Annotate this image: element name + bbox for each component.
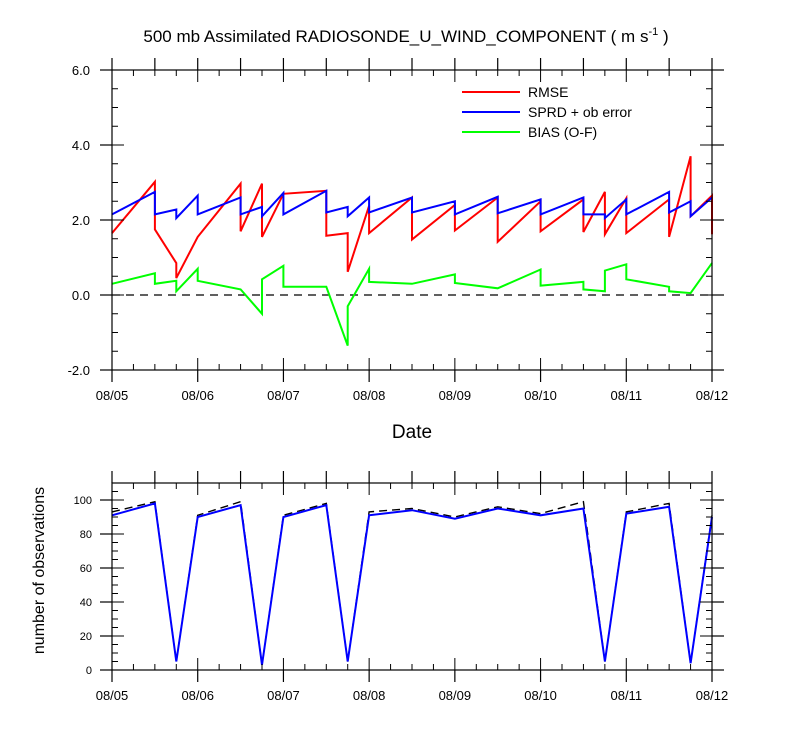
top-plot-frame xyxy=(111,69,713,371)
bot-y-tick-label: 100 xyxy=(74,495,92,507)
observations-used-line xyxy=(111,502,713,666)
top-y-tick-label: -2.0 xyxy=(68,363,90,378)
bot-y-tick-label: 80 xyxy=(80,529,92,541)
bot-y-tick-label: 40 xyxy=(80,597,92,609)
top-axis-ticks: 08/05 08/06 08/07 08/08 08/09 08/10 08/11 08/12… xyxy=(68,58,729,403)
top-x-tick-label: 08/07 xyxy=(267,388,300,403)
bot-y-tick-label: 60 xyxy=(80,563,92,575)
chart-title: 500 mb Assimilated RADIOSONDE_U_WIND_COM… xyxy=(143,26,668,46)
bot-x-tick-label: 08/12 xyxy=(696,688,729,703)
top-y-tick-label: 4.0 xyxy=(72,138,90,153)
legend: RMSE SPRD + ob error BIAS (O-F) xyxy=(462,84,632,140)
bot-x-tick-label: 08/05 xyxy=(96,688,129,703)
top-x-tick-label: 08/12 xyxy=(696,388,729,403)
title-unit-exponent: -1 xyxy=(648,26,658,38)
top-y-tick-label: 6.0 xyxy=(72,63,90,78)
x-axis-title: Date xyxy=(392,422,432,443)
top-x-tick-label: 08/06 xyxy=(181,388,214,403)
bot-y-tick-label: 20 xyxy=(80,631,92,643)
title-close: ) xyxy=(658,27,668,46)
bot-x-tick-label: 08/11 xyxy=(610,688,642,703)
bot-x-tick-label: 08/07 xyxy=(267,688,300,703)
bottom-plot-frame xyxy=(111,482,713,671)
top-x-tick-label: 08/10 xyxy=(524,388,557,403)
legend-bias-label: BIAS (O-F) xyxy=(528,124,597,140)
top-x-tick-label: 08/08 xyxy=(353,388,386,403)
top-y-tick-label: 0.0 xyxy=(72,288,90,303)
top-series-group xyxy=(111,156,713,346)
bottom-axis-ticks: 08/05 08/06 08/07 08/08 08/09 08/10 08/11 08/12… xyxy=(74,471,729,703)
top-x-tick-label: 08/09 xyxy=(439,388,472,403)
bot-x-tick-label: 08/09 xyxy=(439,688,472,703)
bot-x-tick-label: 08/08 xyxy=(353,688,386,703)
top-y-tick-label: 2.0 xyxy=(72,213,90,228)
bottom-panel: 08/05 08/06 08/07 08/08 08/09 08/10 08/11 08/12… xyxy=(31,471,728,703)
rmse-line xyxy=(111,156,713,279)
sprd-line xyxy=(111,189,713,221)
top-panel: RMSE SPRD + ob error BIAS (O-F) 08/05 08/06… xyxy=(68,58,729,443)
y-axis-title-observations: number of observations xyxy=(31,487,48,654)
bias-line xyxy=(111,262,713,346)
bottom-series-group xyxy=(111,500,713,666)
observations-possible-line xyxy=(111,500,713,665)
bot-x-tick-label: 08/06 xyxy=(181,688,214,703)
top-x-tick-label: 08/11 xyxy=(610,388,642,403)
bot-y-tick-label: 0 xyxy=(86,665,92,677)
legend-sprd-label: SPRD + ob error xyxy=(528,104,632,120)
legend-rmse-label: RMSE xyxy=(528,84,568,100)
bot-x-tick-label: 08/10 xyxy=(524,688,557,703)
top-x-tick-label: 08/05 xyxy=(96,388,129,403)
